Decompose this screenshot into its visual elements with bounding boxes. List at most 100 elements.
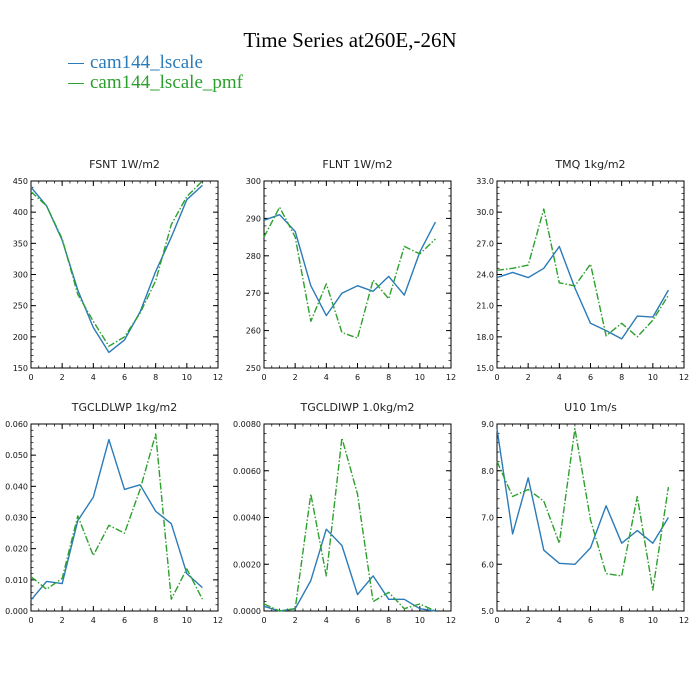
x-tick-label: 4 bbox=[91, 373, 96, 382]
x-tick-label: 8 bbox=[386, 616, 391, 625]
chart-panel-1: FLNT 1W/m2 0 2 4 6 8 10 12 250 260 270 280 290 300 bbox=[246, 158, 456, 382]
x-tick-label: 8 bbox=[386, 373, 391, 382]
series-line-lscale bbox=[30, 184, 203, 354]
legend-item-lscale-pmf: cam144_lscale_pmf bbox=[68, 72, 243, 94]
x-tick-label: 6 bbox=[122, 616, 127, 625]
panel-frame bbox=[263, 180, 452, 369]
x-tick-label: 12 bbox=[446, 373, 456, 382]
chart-panel-3: TGCLDLWP 1kg/m2 0 2 4 6 8 10 12 0.000 0.010 0.020 0… bbox=[5, 401, 223, 625]
y-tick-label: 0.0000 bbox=[233, 607, 261, 616]
y-tick-label: 0.0080 bbox=[233, 420, 261, 429]
x-tick-label: 6 bbox=[588, 616, 593, 625]
x-tick-label: 2 bbox=[60, 616, 65, 625]
x-tick-label: 12 bbox=[213, 373, 223, 382]
series-line-lscale bbox=[496, 245, 670, 340]
panel-frame bbox=[496, 180, 685, 369]
x-tick-label: 4 bbox=[557, 373, 562, 382]
legend-line-lscale bbox=[68, 62, 84, 64]
x-tick-label: 8 bbox=[619, 373, 624, 382]
x-tick-label: 10 bbox=[182, 616, 192, 625]
x-tick-label: 12 bbox=[679, 373, 689, 382]
chart-title: Time Series at260E,-26N bbox=[243, 28, 457, 52]
y-tick-label: 150 bbox=[13, 364, 28, 373]
x-tick-label: 10 bbox=[648, 373, 658, 382]
y-tick-label: 33.0 bbox=[476, 177, 494, 186]
x-tick-label: 2 bbox=[526, 616, 531, 625]
panel-title: TGCLDIWP 1.0kg/m2 bbox=[299, 401, 414, 414]
x-tick-label: 4 bbox=[324, 616, 329, 625]
y-tick-label: 5.0 bbox=[481, 607, 494, 616]
y-tick-label: 0.060 bbox=[5, 420, 28, 429]
y-tick-label: 0.030 bbox=[5, 514, 28, 523]
x-tick-label: 2 bbox=[293, 616, 298, 625]
x-tick-label: 8 bbox=[153, 616, 158, 625]
series-line-lscale bbox=[496, 428, 669, 565]
y-tick-label: 300 bbox=[246, 177, 261, 186]
panel-title: TGCLDLWP 1kg/m2 bbox=[71, 401, 177, 414]
y-tick-label: 0.000 bbox=[5, 607, 28, 616]
y-tick-label: 27.0 bbox=[476, 239, 494, 248]
x-tick-label: 10 bbox=[415, 616, 425, 625]
y-tick-label: 0.010 bbox=[5, 576, 28, 585]
y-tick-label: 450 bbox=[13, 177, 28, 186]
y-tick-label: 18.0 bbox=[476, 333, 494, 342]
y-tick-label: 9.0 bbox=[481, 420, 494, 429]
chart-panel-5: U10 1m/s 0 2 4 6 8 10 12 5.0 6.0 7.0 8.0 9.0 bbox=[481, 401, 689, 625]
series-line-lscale-pmf bbox=[263, 206, 436, 339]
legend-item-lscale: cam144_lscale bbox=[68, 52, 203, 74]
x-tick-label: 10 bbox=[415, 373, 425, 382]
x-tick-label: 12 bbox=[446, 616, 456, 625]
series-line-lscale-pmf bbox=[496, 208, 669, 338]
x-tick-label: 0 bbox=[494, 616, 499, 625]
y-tick-label: 30.0 bbox=[476, 208, 494, 217]
x-tick-label: 6 bbox=[355, 373, 360, 382]
series-line-lscale bbox=[30, 438, 203, 601]
y-tick-label: 250 bbox=[13, 302, 28, 311]
x-tick-label: 8 bbox=[619, 616, 624, 625]
x-tick-label: 0 bbox=[28, 616, 33, 625]
x-tick-label: 0 bbox=[28, 373, 33, 382]
series-line-lscale-pmf bbox=[30, 433, 204, 600]
x-tick-label: 0 bbox=[261, 616, 266, 625]
x-tick-label: 2 bbox=[526, 373, 531, 382]
y-tick-label: 0.020 bbox=[5, 545, 28, 554]
y-tick-label: 290 bbox=[246, 214, 261, 223]
y-tick-label: 280 bbox=[246, 252, 261, 261]
y-tick-label: 0.050 bbox=[5, 451, 28, 460]
chart-panel-0: FSNT 1W/m2 0 2 4 6 8 10 12 150 200 250 300 350 400 450 bbox=[13, 158, 223, 382]
y-tick-label: 0.0020 bbox=[233, 560, 261, 569]
y-tick-label: 0.0060 bbox=[233, 467, 261, 476]
y-tick-label: 7.0 bbox=[481, 514, 494, 523]
y-tick-label: 15.0 bbox=[476, 364, 494, 373]
x-tick-label: 4 bbox=[324, 373, 329, 382]
series-line-lscale-pmf bbox=[263, 437, 436, 612]
x-tick-label: 6 bbox=[122, 373, 127, 382]
y-tick-label: 200 bbox=[13, 333, 28, 342]
y-tick-label: 8.0 bbox=[481, 467, 494, 476]
y-tick-label: 24.0 bbox=[476, 271, 494, 280]
x-tick-label: 0 bbox=[494, 373, 499, 382]
x-tick-label: 12 bbox=[213, 616, 223, 625]
x-tick-label: 4 bbox=[557, 616, 562, 625]
x-tick-label: 12 bbox=[679, 616, 689, 625]
x-tick-label: 2 bbox=[293, 373, 298, 382]
y-tick-label: 300 bbox=[13, 271, 28, 280]
panel-title: TMQ 1kg/m2 bbox=[554, 158, 625, 171]
x-tick-label: 6 bbox=[355, 616, 360, 625]
x-tick-label: 4 bbox=[91, 616, 96, 625]
legend-label-lscale-pmf: cam144_lscale_pmf bbox=[90, 72, 244, 93]
legend-label-lscale: cam144_lscale bbox=[90, 52, 203, 73]
y-tick-label: 270 bbox=[246, 289, 261, 298]
legend-line-lscale-pmf bbox=[68, 82, 84, 84]
y-tick-label: 0.0040 bbox=[233, 514, 261, 523]
chart-panel-4: TGCLDIWP 1.0kg/m2 0 2 4 6 8 10 12 0.0000 0.0020 0.… bbox=[233, 401, 456, 625]
y-tick-label: 21.0 bbox=[476, 302, 494, 311]
panel-title: U10 1m/s bbox=[564, 401, 617, 414]
y-tick-label: 350 bbox=[13, 239, 28, 248]
series-line-lscale bbox=[263, 213, 437, 317]
y-tick-label: 6.0 bbox=[481, 560, 494, 569]
x-tick-label: 2 bbox=[60, 373, 65, 382]
x-tick-label: 0 bbox=[261, 373, 266, 382]
panel-title: FLNT 1W/m2 bbox=[322, 158, 392, 171]
